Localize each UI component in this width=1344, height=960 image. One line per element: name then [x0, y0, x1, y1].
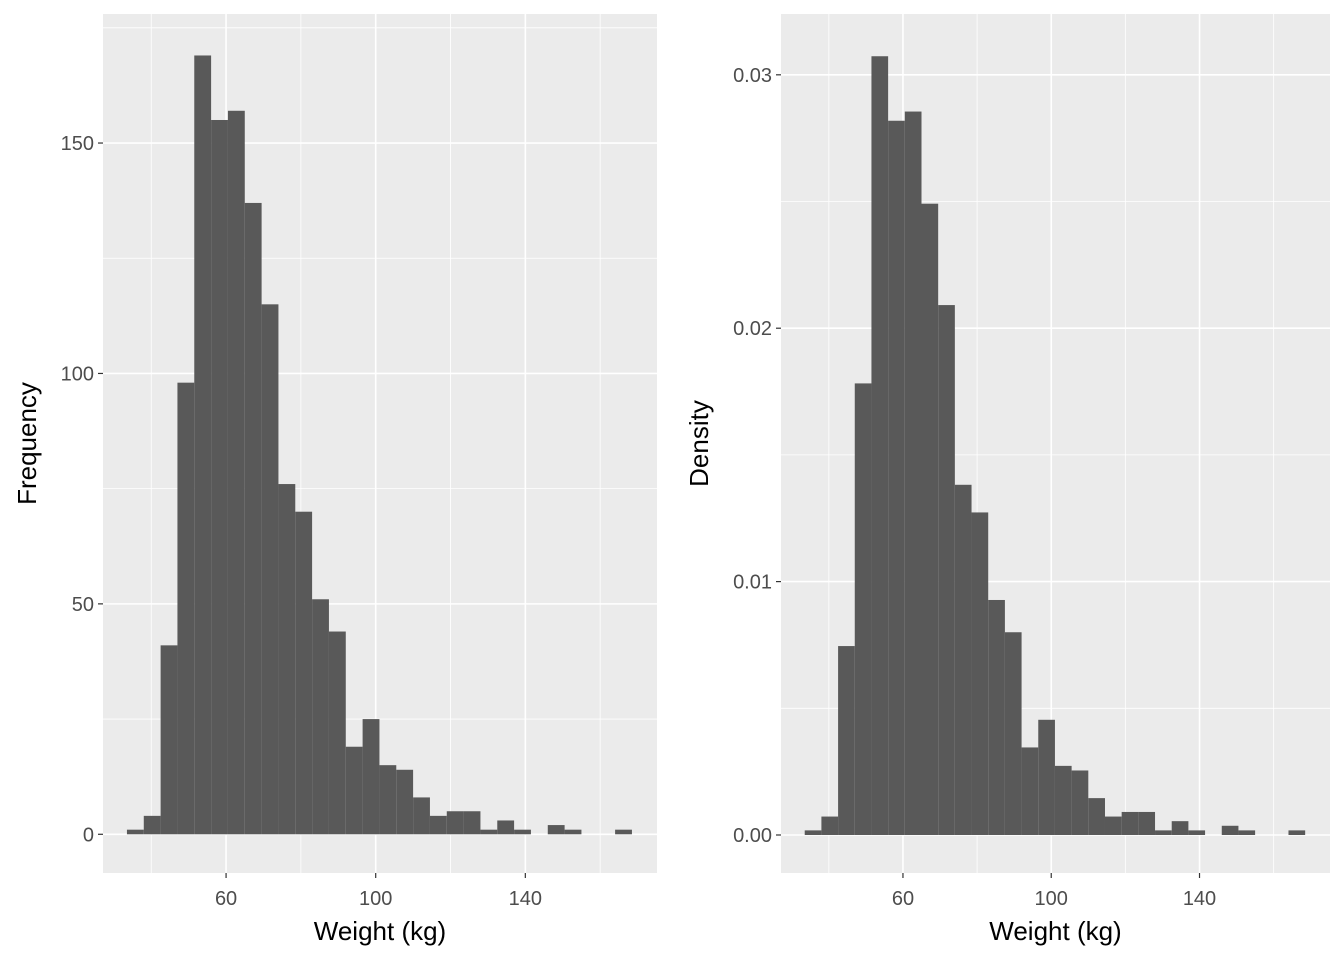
histogram-bar [1238, 830, 1256, 835]
histogram-bar [514, 829, 531, 835]
histogram-bar [396, 769, 414, 835]
histogram-bar [838, 646, 855, 835]
histogram-bar [1221, 825, 1239, 835]
histogram-bar [1138, 811, 1156, 835]
histogram-bar [821, 816, 839, 835]
x-tick-label: 140 [509, 888, 542, 910]
histogram-bar [854, 383, 872, 835]
histogram-bar [988, 599, 1005, 835]
histogram-bar [429, 815, 447, 835]
histogram-bar [480, 829, 498, 835]
histogram-bar [345, 746, 363, 835]
y-tick-label: 100 [61, 363, 94, 385]
histogram-bar [1088, 798, 1105, 835]
y-tick-label: 0 [83, 824, 94, 846]
histogram-bar [871, 56, 889, 835]
histogram-bar [1071, 770, 1089, 835]
histogram-bar [564, 829, 582, 835]
histogram-bar [312, 599, 329, 835]
histogram-bar [497, 820, 515, 835]
x-axis-label: Weight (kg) [989, 916, 1121, 946]
histogram-bar [1121, 811, 1139, 835]
histogram-bar [1021, 747, 1039, 835]
y-axis-label: Frequency [12, 382, 42, 505]
histogram-bar [1004, 632, 1022, 835]
panel-2: 0.00 0.01 0.02 0.03 60 100 140 Weight (kg) Densi… [684, 14, 1330, 946]
y-tick-label: 0.02 [733, 318, 772, 340]
histogram-bar [194, 55, 212, 835]
x-tick-label: 100 [359, 888, 392, 910]
y-tick-label: 150 [61, 133, 94, 155]
histogram-bar [921, 203, 939, 835]
histogram-bar [143, 815, 161, 835]
histogram-bar [938, 305, 955, 835]
x-tick-label: 60 [892, 888, 914, 910]
x-tick-label: 100 [1035, 888, 1068, 910]
histogram-bar [888, 120, 905, 835]
histogram-bar [227, 110, 245, 835]
panel-1: 0 50 100 150 60 100 140 Weight (kg) Frequency [12, 14, 657, 946]
y-axis-label: Density [684, 400, 714, 487]
histogram-bar [1188, 830, 1206, 835]
histogram-bar [362, 719, 380, 835]
histogram-bar [971, 512, 989, 835]
histogram-bar [463, 811, 481, 835]
histogram-bar [261, 304, 279, 835]
y-tick-label: 0.03 [733, 65, 772, 87]
histogram-bar [278, 484, 296, 835]
y-tick-label: 50 [72, 594, 94, 616]
x-tick-label: 140 [1183, 888, 1216, 910]
histogram-bar [1288, 830, 1306, 835]
histogram-bar [1054, 765, 1072, 835]
histogram-bar [379, 765, 397, 835]
histogram-bar [211, 119, 228, 835]
y-tick-label: 0.01 [733, 572, 772, 594]
histogram-bar [295, 511, 313, 835]
histogram-bar [244, 202, 262, 835]
histogram-bar [160, 645, 178, 835]
histogram-bar [1155, 830, 1172, 835]
histogram-bar [126, 829, 144, 835]
histogram-bar [954, 484, 972, 835]
histogram-bar [904, 111, 922, 835]
x-tick-label: 60 [215, 888, 237, 910]
histogram-bar [1171, 821, 1189, 835]
histogram-bar [177, 382, 195, 835]
y-tick-label: 0.00 [733, 825, 772, 847]
histogram-bar [413, 797, 430, 835]
x-axis-label: Weight (kg) [314, 916, 446, 946]
histogram-bar [615, 829, 632, 835]
histogram-bar [1104, 816, 1122, 835]
histogram-bar [804, 830, 822, 835]
histogram-bar [328, 631, 346, 835]
histogram-bar [1038, 719, 1055, 835]
histogram-bar [547, 825, 565, 835]
histogram-bar [446, 811, 464, 835]
